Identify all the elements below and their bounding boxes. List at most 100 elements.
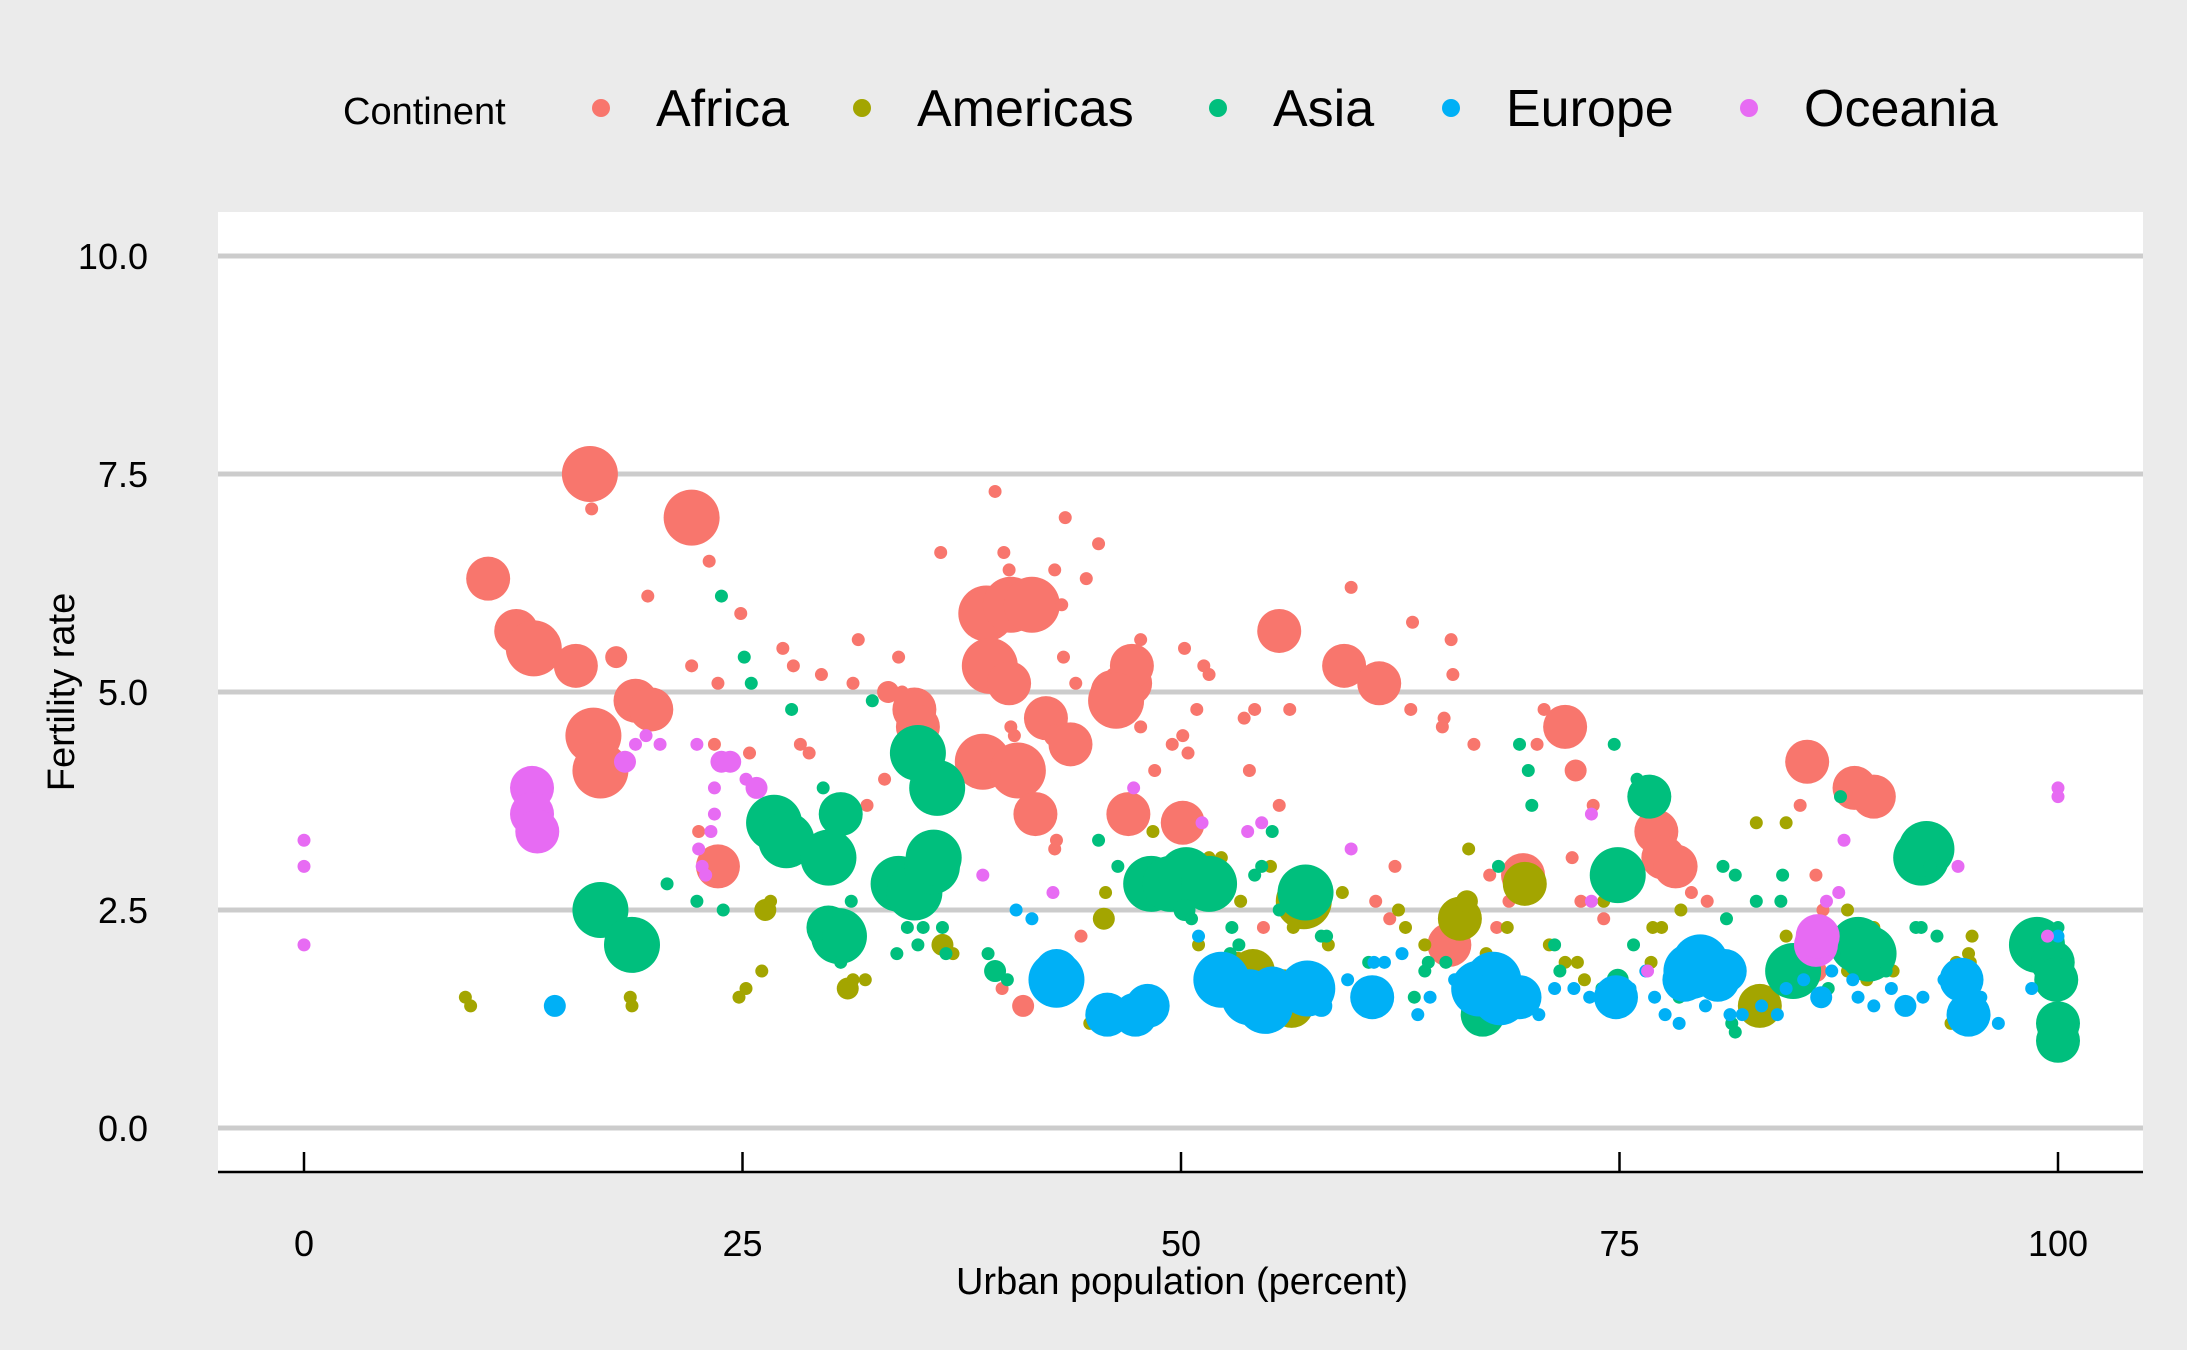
data-point: [1367, 955, 1381, 969]
data-point: [1421, 955, 1435, 969]
data-point: [1991, 1016, 2005, 1030]
data-points: [297, 446, 2080, 1063]
data-point: [605, 646, 628, 669]
data-point: [1265, 825, 1279, 839]
data-point: [1012, 994, 1035, 1017]
data-point: [1165, 737, 1179, 751]
data-point: [543, 994, 566, 1017]
data-point: [1049, 833, 1063, 847]
data-point: [1719, 912, 1733, 926]
data-point: [1923, 859, 1937, 873]
data-point: [1148, 763, 1162, 777]
data-point: [1248, 702, 1262, 716]
legend-key-oceania: [1740, 99, 1758, 117]
data-point: [1627, 938, 1641, 952]
data-point: [1439, 955, 1453, 969]
data-point: [934, 545, 948, 559]
data-point: [935, 920, 949, 934]
y-tick-label: 10.0: [78, 236, 148, 277]
data-point: [981, 947, 995, 961]
data-point: [1013, 792, 1058, 837]
x-axis-ticks: 0 25 50 75 100: [294, 1152, 2088, 1264]
data-point: [1548, 938, 1562, 952]
data-point: [1444, 633, 1458, 647]
y-tick-label: 7.5: [98, 454, 148, 495]
data-point: [1391, 903, 1405, 917]
data-point: [851, 633, 865, 647]
data-point: [1521, 763, 1535, 777]
data-point: [625, 999, 639, 1013]
data-point: [1181, 746, 1195, 760]
data-point: [1851, 990, 1865, 1004]
legend-label-americas: Americas: [917, 80, 1134, 138]
x-tick-label: 50: [1161, 1223, 1201, 1264]
data-point: [858, 973, 872, 987]
data-point: [1834, 790, 1848, 804]
data-point: [877, 681, 900, 703]
data-point: [1069, 676, 1083, 690]
data-point: [737, 650, 751, 664]
data-point: [1698, 999, 1712, 1013]
data-point: [732, 990, 746, 1004]
data-point: [1795, 914, 1840, 959]
data-point: [1176, 729, 1190, 743]
legend-key-asia: [1209, 99, 1227, 117]
data-point: [1055, 598, 1069, 612]
data-point: [1048, 563, 1062, 577]
data-point: [1884, 981, 1898, 995]
data-point: [846, 973, 860, 987]
data-point: [2025, 981, 2039, 995]
data-point: [1335, 886, 1349, 900]
data-point: [1009, 903, 1023, 917]
data-point: [1234, 894, 1248, 908]
data-point: [905, 829, 962, 886]
data-point: [1819, 894, 1833, 908]
data-point: [1513, 737, 1527, 751]
data-point: [793, 737, 807, 751]
data-point: [613, 750, 636, 773]
data-point: [1286, 920, 1300, 934]
data-point: [1946, 992, 1991, 1037]
data-point: [1232, 938, 1246, 952]
data-point: [707, 737, 721, 751]
data-point: [1242, 763, 1256, 777]
data-point: [1728, 1025, 1742, 1039]
data-point: [1716, 859, 1730, 873]
data-point: [1446, 947, 1460, 961]
data-point: [1793, 798, 1807, 812]
data-point: [1092, 907, 1115, 930]
data-point: [1723, 1008, 1737, 1022]
x-axis-title: Urban population (percent): [956, 1261, 1408, 1303]
data-point: [939, 947, 953, 961]
data-point: [1106, 792, 1151, 837]
data-point: [1809, 868, 1823, 882]
data-point: [1423, 990, 1437, 1004]
data-point: [776, 641, 790, 655]
data-point: [1418, 938, 1432, 952]
data-point: [2036, 1018, 2080, 1063]
x-tick-label: 25: [722, 1223, 762, 1264]
data-point: [1584, 807, 1598, 821]
y-axis-title: Fertility rate: [41, 593, 83, 791]
data-point: [1583, 990, 1597, 1004]
data-point: [1702, 949, 1747, 994]
data-point: [1532, 1008, 1546, 1022]
data-point: [1589, 847, 1646, 904]
data-point: [1092, 833, 1106, 847]
data-point: [1058, 511, 1072, 525]
data-point: [1377, 955, 1391, 969]
data-point: [1755, 999, 1769, 1013]
data-point: [1190, 702, 1204, 716]
data-point: [1185, 912, 1199, 926]
data-point: [1407, 990, 1421, 1004]
data-point: [297, 833, 311, 847]
data-point: [1564, 759, 1587, 782]
data-point: [1322, 643, 1367, 688]
data-point: [916, 920, 930, 934]
data-point: [2034, 957, 2079, 1002]
data-point: [716, 903, 730, 917]
y-tick-label: 2.5: [98, 890, 148, 931]
data-point: [1134, 633, 1148, 647]
data-point: [1320, 929, 1334, 943]
data-point: [989, 742, 1046, 799]
